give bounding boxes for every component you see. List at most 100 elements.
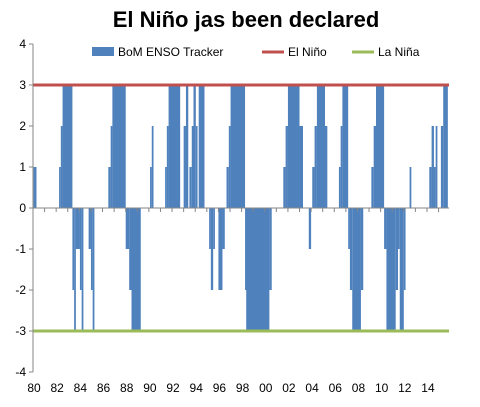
enso-bar [384, 208, 387, 249]
enso-bar [191, 126, 194, 208]
enso-bar [398, 208, 400, 249]
enso-bar [213, 208, 215, 249]
enso-bar [209, 208, 211, 249]
enso-bar [74, 208, 76, 331]
enso-bar [33, 167, 37, 208]
x-tick-label: 88 [120, 381, 134, 395]
enso-bar [352, 208, 361, 331]
enso-bar [395, 208, 399, 290]
y-tick-label: -3 [15, 324, 26, 338]
enso-bar [338, 167, 341, 208]
x-tick-label: 04 [305, 381, 319, 395]
x-tick-label: 82 [50, 381, 64, 395]
enso-bar [166, 126, 169, 208]
enso-bar [151, 126, 154, 208]
enso-bar [435, 126, 438, 208]
legend-label: El Niño [288, 45, 327, 59]
legend-label: BoM ENSO Tracker [118, 45, 223, 59]
enso-bar [287, 85, 300, 208]
threshold-lines [33, 83, 449, 333]
enso-bar [125, 208, 130, 249]
enso-bar [112, 85, 126, 208]
y-tick-label: 4 [19, 37, 26, 51]
x-tick-label: 86 [97, 381, 111, 395]
x-tick-label: 90 [143, 381, 157, 395]
enso-bar [325, 126, 328, 208]
y-tick-label: 1 [19, 160, 26, 174]
enso-bar [230, 85, 246, 208]
enso-bar [183, 126, 186, 208]
enso-bar [314, 126, 317, 208]
enso-bar [340, 126, 343, 208]
enso-bar [88, 208, 91, 249]
x-tick-label: 12 [398, 381, 412, 395]
enso-bar [131, 208, 141, 331]
enso-bar [443, 85, 448, 208]
x-tick-label: 92 [166, 381, 180, 395]
enso-bar [440, 126, 444, 208]
enso-bar [198, 85, 205, 208]
enso-bar [62, 85, 73, 208]
x-tick-label: 14 [421, 381, 435, 395]
enso-bar [386, 208, 396, 331]
x-tick-label: 98 [236, 381, 250, 395]
enso-bar [92, 208, 95, 331]
enso-bar [222, 208, 225, 249]
enso-bar [189, 167, 192, 208]
enso-bar [60, 126, 63, 208]
x-tick-label: 84 [74, 381, 88, 395]
axes: -4 -3 -2 -1 0 12 3 4 80 82 84 86 88 90 92 94 96 98 00 02 04 0… [15, 37, 449, 395]
enso-bar [150, 167, 152, 208]
enso-bar [110, 126, 113, 208]
enso-bar [72, 208, 75, 290]
enso-bar [308, 208, 312, 249]
x-tick-label: 96 [213, 381, 227, 395]
x-tick-label: 02 [282, 381, 296, 395]
y-tick-label: -2 [15, 283, 26, 297]
x-tick-label: 94 [190, 381, 204, 395]
enso-bar [195, 126, 198, 208]
enso-bar [193, 85, 196, 208]
bars-layer [33, 85, 448, 331]
x-tick-label: 00 [259, 381, 273, 395]
x-tick-label: 80 [27, 381, 41, 395]
enso-bar [108, 167, 111, 208]
enso-bar [90, 208, 93, 290]
chart-title: El Niño jas been declared [113, 7, 380, 32]
enso-bar [299, 126, 303, 208]
enso-bar [165, 167, 167, 208]
y-tick-label: 3 [19, 78, 26, 92]
enso-bar [399, 208, 404, 331]
enso-bar [185, 85, 189, 208]
enso-bar [312, 167, 315, 208]
enso-bar [316, 85, 326, 208]
legend-label: La Niña [378, 45, 420, 59]
enso-bar [226, 167, 229, 208]
y-tick-label: -1 [15, 242, 26, 256]
enso-bar [348, 208, 350, 249]
enso-bar [360, 208, 364, 290]
enso-bar [431, 126, 434, 208]
legend-swatch-bar [92, 47, 114, 56]
x-tick-label: 08 [352, 381, 366, 395]
enso-bar [79, 208, 82, 290]
enso-bar [285, 126, 288, 208]
x-tick-label: 06 [329, 381, 343, 395]
x-tick-label: 10 [375, 381, 389, 395]
enso-bar [81, 208, 84, 331]
enso-bar [228, 126, 231, 208]
enso-bar [342, 85, 349, 208]
enso-bar [371, 167, 374, 208]
enso-bar [218, 208, 223, 290]
enso-bar [283, 167, 286, 208]
y-tick-label: -4 [15, 365, 26, 379]
enso-bar [403, 208, 406, 290]
enso-bar [129, 208, 132, 290]
enso-bar [433, 167, 436, 208]
enso-bar [373, 126, 376, 208]
y-tick-label: 0 [19, 201, 26, 215]
legend: BoM ENSO Tracker El Niño La Niña [92, 45, 420, 59]
enso-bar [376, 85, 385, 208]
